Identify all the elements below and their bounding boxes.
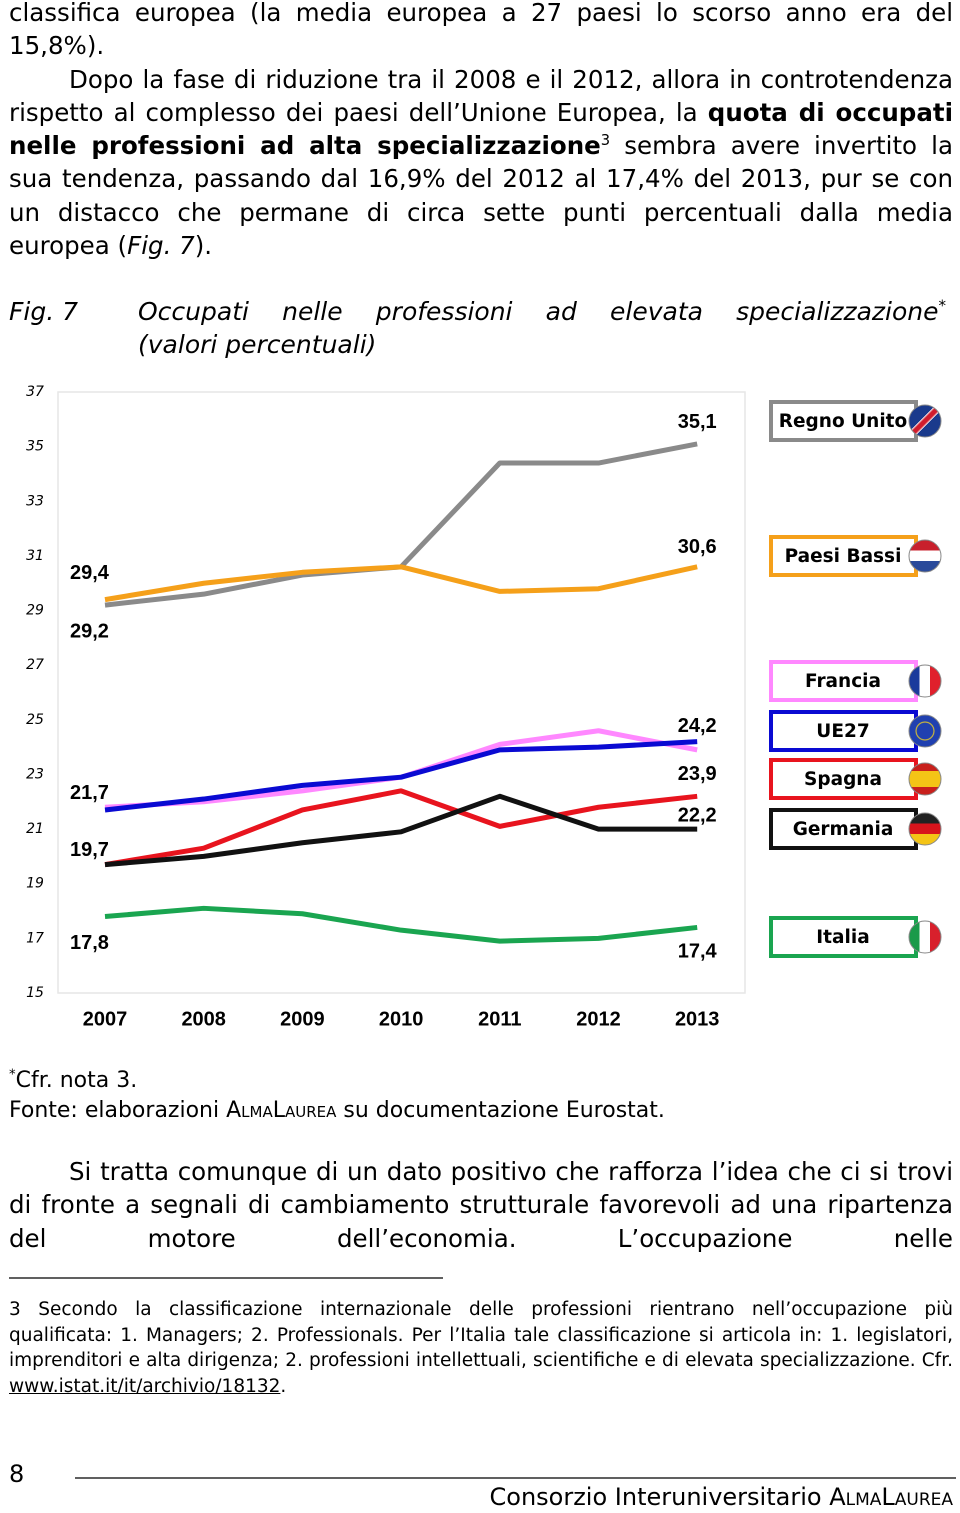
y-tick-label: 27 [26, 657, 44, 673]
title: Occupati nelle professioni ad elevata sp… [138, 297, 939, 326]
paragraph2: Si tratta comunque di un dato positivo c… [9, 1157, 953, 1253]
x-tick-label: 2008 [181, 1008, 226, 1030]
legend-label: Francia [805, 671, 881, 692]
footer-text: Consorzio Interuniversitario AlmaLaurea [490, 1483, 954, 1511]
flag [908, 762, 942, 796]
data-label: 17,4 [678, 941, 718, 963]
data-label: 29,4 [70, 562, 110, 584]
footnote-number: 3 [9, 1299, 21, 1320]
y-tick-label: 33 [26, 493, 44, 509]
y-tick-label: 25 [26, 712, 44, 728]
data-label: 21,7 [70, 782, 109, 804]
text: sembra avere invertito la sua tendenza, … [9, 131, 953, 261]
series-line [104, 739, 698, 813]
notes: *Cfr. nota 3. Fonte: elaborazioni AlmaLa… [9, 1066, 665, 1126]
y-tick-label: 15 [26, 985, 44, 1001]
y-tick-label: 17 [26, 930, 44, 946]
y-tick-label: 35 [26, 439, 44, 455]
data-label: 19,7 [70, 839, 109, 861]
flag [908, 664, 942, 698]
legend-box [769, 400, 918, 442]
intro-text: classifica europea (la media europea a 2… [9, 0, 953, 262]
paragraph: Dopo la fase di riduzione tra il 2008 e … [9, 63, 953, 263]
legend-label: Spagna [804, 769, 882, 790]
publisher: Consorzio Interuniversitario [489, 1483, 830, 1511]
legend-label: Regno Unito [779, 411, 907, 432]
series-line [104, 564, 698, 603]
x-tick-label: 2007 [83, 1008, 128, 1030]
series-line [104, 788, 698, 868]
data-label: 22,2 [678, 805, 717, 827]
data-label: 23,9 [678, 763, 717, 785]
bold-text: quota di occupati nelle professioni ad a… [9, 97, 953, 161]
y-tick-label: 37 [26, 384, 44, 400]
data-label: 24,2 [678, 715, 717, 737]
x-tick-label: 2011 [478, 1008, 521, 1030]
series-line [104, 905, 698, 944]
plot-frame [57, 391, 746, 994]
text: ). [194, 231, 213, 261]
intro: classifica europea (la media europea a 2… [9, 0, 953, 61]
flag [908, 812, 942, 846]
brand: AlmaLaurea [829, 1483, 953, 1511]
x-tick-label: 2010 [379, 1008, 424, 1030]
legend-label: UE27 [816, 721, 869, 742]
data-label: 29,2 [70, 620, 109, 642]
legend-label: Italia [816, 927, 869, 948]
x-tick-label: 2009 [280, 1008, 325, 1030]
note-mark: * [9, 1067, 16, 1083]
data-label: 35,1 [678, 411, 717, 433]
figure-subtitle: (valori percentuali) [138, 330, 377, 359]
x-tick-label: 2012 [576, 1008, 621, 1030]
y-tick-label: 19 [26, 876, 44, 892]
flag [908, 539, 942, 573]
y-tick-label: 29 [26, 603, 44, 619]
figure-label: Fig. 7 [9, 297, 78, 326]
title-note: * [938, 296, 947, 315]
note: *Cfr. nota 3. [9, 1066, 665, 1096]
y-tick-label: 23 [26, 766, 44, 782]
y-tick-label: 31 [26, 548, 44, 564]
brand: AlmaLaurea [226, 1098, 337, 1123]
x-tick-label: 2013 [675, 1008, 720, 1030]
page-number: 8 [9, 1460, 25, 1488]
text: . [280, 1375, 287, 1397]
legend-label: Paesi Bassi [785, 546, 902, 567]
footnote-text: Secondo la classificazione internazional… [9, 1299, 953, 1372]
data-label: 17,8 [70, 932, 109, 954]
flag [908, 920, 942, 954]
source: Fonte: elaborazioni AlmaLaurea su docume… [9, 1096, 665, 1126]
text: Dopo la fase di riduzione tra il 2008 e … [9, 64, 953, 127]
flag [908, 404, 942, 438]
text: Fonte: elaborazioni [9, 1098, 227, 1123]
legend-label: Germania [793, 819, 894, 840]
note-text: Cfr. nota 3. [15, 1068, 138, 1093]
legend-box [769, 916, 918, 958]
data-label: 30,6 [678, 536, 717, 558]
series-line [104, 793, 698, 868]
y-tick-label: 21 [26, 821, 44, 837]
flag [908, 714, 942, 748]
note-ref: 3 [600, 132, 611, 150]
figure-title: Occupati nelle professioni ad elevata sp… [138, 297, 946, 326]
fig-ref: Fig. 7 [127, 231, 195, 261]
series-line [104, 728, 698, 810]
text: su documentazione Eurostat. [336, 1098, 665, 1123]
footnote: 3 Secondo la classificazione internazion… [9, 1297, 953, 1399]
series-line [104, 441, 698, 608]
link[interactable]: www.istat.it/it/archivio/18132 [9, 1375, 281, 1397]
legend-box [769, 535, 918, 577]
